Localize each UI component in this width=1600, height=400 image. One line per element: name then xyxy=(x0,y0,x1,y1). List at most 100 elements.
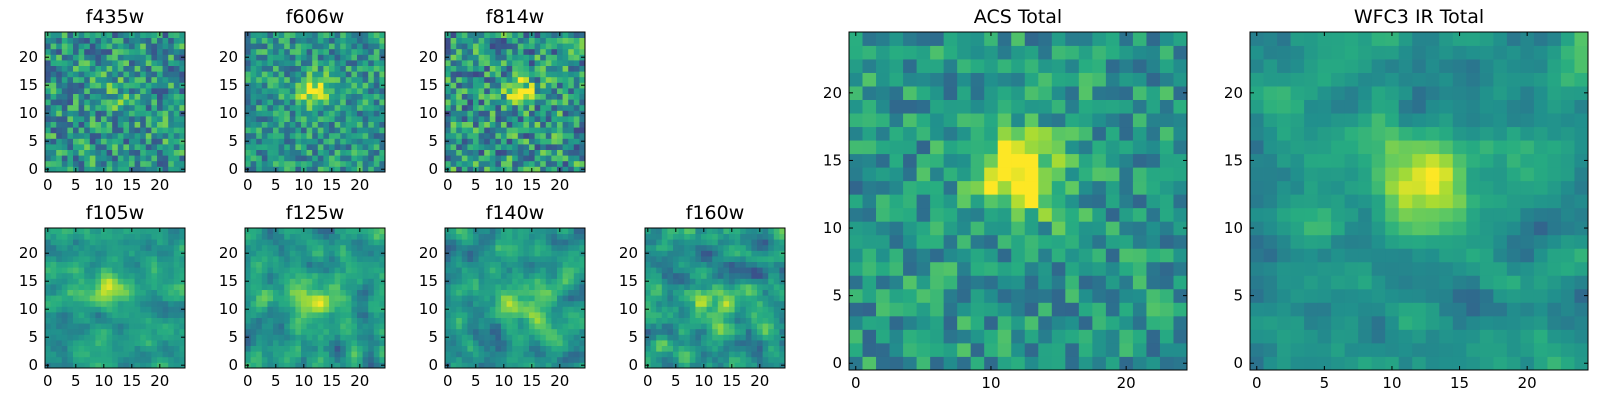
heatmap-cell xyxy=(849,153,863,168)
heatmap-cell xyxy=(445,233,451,240)
heatmap-cell xyxy=(334,250,341,257)
heatmap-cell xyxy=(1092,207,1107,222)
heatmap-cell xyxy=(557,88,563,94)
heatmap-cell xyxy=(78,71,85,78)
heatmap-cell xyxy=(284,116,291,122)
heatmap-cell xyxy=(112,71,119,78)
heatmap-cell xyxy=(117,362,124,369)
heatmap-cell xyxy=(445,239,451,246)
heatmap-cell xyxy=(101,54,107,61)
heatmap-cell xyxy=(78,121,85,128)
heatmap-cell xyxy=(456,116,463,122)
heatmap-cell xyxy=(317,256,324,262)
heatmap-cell xyxy=(706,323,713,330)
heatmap-cell xyxy=(145,351,152,358)
heatmap-cell xyxy=(278,60,285,66)
heatmap-cell xyxy=(157,160,163,167)
heatmap-cell xyxy=(723,345,730,352)
heatmap-cell xyxy=(140,138,147,145)
heatmap-cell xyxy=(179,256,186,262)
heatmap-cell xyxy=(317,267,324,274)
heatmap-cell xyxy=(529,300,535,307)
heatmap-cell xyxy=(151,138,158,145)
heatmap-cell xyxy=(373,93,380,100)
heatmap-cell xyxy=(849,207,863,222)
heatmap-cell xyxy=(289,60,296,66)
heatmap-cell xyxy=(273,295,279,302)
heatmap-cell xyxy=(329,317,335,324)
heatmap-cell xyxy=(157,272,163,279)
heatmap-cell xyxy=(162,132,169,139)
heatmap-cell xyxy=(61,306,68,313)
heatmap-cell xyxy=(379,295,386,302)
heatmap-cell xyxy=(129,272,135,279)
heatmap-cell xyxy=(50,54,57,61)
heatmap-cell xyxy=(329,239,335,246)
heatmap-cell xyxy=(478,284,485,290)
heatmap-cell xyxy=(129,356,135,363)
heatmap-cell xyxy=(512,312,519,318)
heatmap-cell xyxy=(450,250,457,257)
heatmap-cell xyxy=(129,284,135,290)
heatmap-cell xyxy=(930,275,945,290)
heatmap-cell xyxy=(506,289,513,296)
heatmap-cell xyxy=(157,300,163,307)
heatmap-cell xyxy=(261,116,268,122)
heatmap-cell xyxy=(517,312,524,318)
heatmap-cell xyxy=(261,228,268,234)
heatmap-cell xyxy=(340,65,347,72)
heatmap-cell xyxy=(340,228,347,234)
heatmap-cell xyxy=(179,99,186,106)
heatmap-cell xyxy=(456,312,463,318)
heatmap-cell xyxy=(501,76,507,83)
heatmap-cell xyxy=(568,256,575,262)
heatmap-cell xyxy=(1159,315,1174,330)
heatmap-cell xyxy=(273,272,279,279)
heatmap-cell xyxy=(340,104,347,111)
heatmap-cell xyxy=(997,167,1012,182)
heatmap-cell xyxy=(579,351,586,358)
heatmap-cell xyxy=(89,345,96,352)
heatmap-cell xyxy=(101,60,107,66)
heatmap-cell xyxy=(862,275,877,290)
heatmap-cell xyxy=(289,228,296,234)
heatmap-cell xyxy=(140,127,147,134)
heatmap-cell xyxy=(351,71,358,78)
heatmap-cell xyxy=(89,155,96,162)
heatmap-cell xyxy=(757,351,763,358)
heatmap-cell xyxy=(1159,302,1174,317)
heatmap-cell xyxy=(562,351,569,358)
heatmap-cell xyxy=(517,60,524,66)
heatmap-cell xyxy=(56,37,63,44)
heatmap-cell xyxy=(345,239,352,246)
heatmap-cell xyxy=(56,54,63,61)
heatmap-cell xyxy=(95,71,102,78)
heatmap-cell xyxy=(362,160,369,167)
heatmap-cell xyxy=(568,76,575,83)
heatmap-cell xyxy=(362,323,369,330)
heatmap-cell xyxy=(456,317,463,324)
heatmap-cell xyxy=(745,340,752,346)
heatmap-cell xyxy=(773,312,780,318)
heatmap-cell xyxy=(551,82,558,89)
heatmap-cell xyxy=(162,278,169,285)
heatmap-cell xyxy=(256,250,263,257)
heatmap-cell xyxy=(129,351,135,358)
heatmap-cell xyxy=(267,323,274,330)
heatmap-cell xyxy=(284,233,291,240)
heatmap-cell xyxy=(334,334,341,341)
heatmap-cell xyxy=(50,121,57,128)
heatmap-cell xyxy=(467,306,474,313)
heatmap-cell xyxy=(461,278,468,285)
heatmap-cell xyxy=(289,295,296,302)
heatmap-cell xyxy=(261,317,268,324)
heatmap-cell xyxy=(445,323,451,330)
heatmap-cell xyxy=(179,356,186,363)
heatmap-cell xyxy=(95,82,102,89)
heatmap-cell xyxy=(506,82,513,89)
heatmap-cell xyxy=(568,239,575,246)
heatmap-cell xyxy=(729,295,735,302)
heatmap-cell xyxy=(916,356,931,371)
heatmap-cell xyxy=(168,132,175,139)
heatmap-cell xyxy=(562,356,569,363)
